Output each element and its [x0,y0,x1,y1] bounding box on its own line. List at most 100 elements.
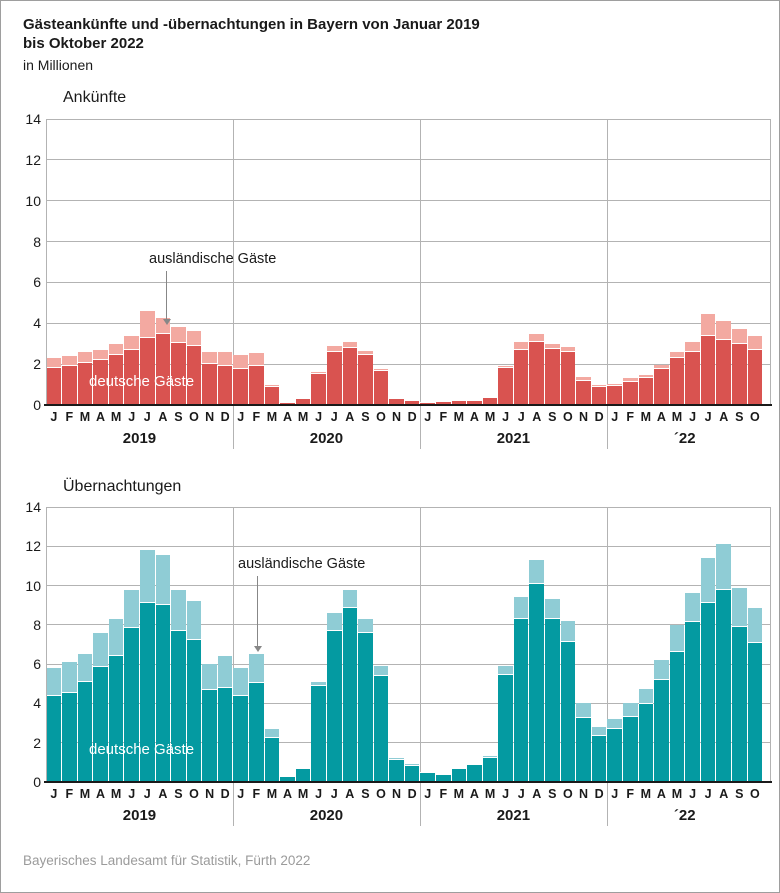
stacked-bar [389,397,404,405]
stacked-bar [233,354,249,405]
bar-segment-foreign [124,589,139,628]
bar-segment-foreign [545,343,560,349]
annotation-arrow-head-icon [254,646,262,652]
foreign-guests-annotation: ausländische Gäste [238,556,366,572]
bar-segment-domestic [326,351,342,405]
bar-segment-domestic [560,641,576,782]
stacked-bar [607,383,622,405]
bar-segment-domestic [451,769,467,782]
bar-segment-domestic [93,360,108,405]
bar-segment-domestic [436,402,451,405]
y-axis-tick-label: 6 [33,274,41,291]
stacked-bar [311,681,326,782]
month-label: J [50,410,58,424]
stacked-bar [124,589,139,782]
month-label: S [735,787,744,801]
stacked-bar [638,375,654,405]
bar-segment-domestic [93,667,108,782]
month-label: M [110,410,122,424]
month-label: A [345,410,355,424]
stacked-bar [482,756,498,782]
bar-segment-foreign [591,384,607,387]
bar-segment-domestic [654,369,669,405]
stacked-bar [436,401,451,405]
bar-segment-foreign [202,351,217,365]
bar-segment-foreign [669,624,685,653]
month-label: M [640,787,652,801]
month-label: A [158,410,168,424]
bar-segment-foreign [732,329,747,344]
stacked-bar [342,341,358,405]
gridline [46,585,771,587]
gridline [46,702,771,704]
bar-segment-domestic [155,605,171,782]
stacked-bar [217,656,233,782]
stacked-bar [62,355,77,405]
bar-segment-foreign [529,333,545,342]
year-divider-line [232,507,234,826]
month-label: J [128,410,136,424]
month-label: A [719,410,729,424]
stacked-bar [342,589,358,782]
stacked-bar [171,327,186,405]
y-axis-tick-label: 2 [33,734,41,751]
bar-segment-domestic [732,626,747,782]
bar-segment-domestic [358,632,373,782]
bar-segment-foreign [607,719,622,729]
bar-segment-domestic [498,368,513,405]
bar-segment-foreign [295,398,311,400]
month-label: M [110,787,122,801]
bar-segment-domestic [747,642,763,782]
bar-segment-foreign [295,768,311,770]
gridline [46,545,771,547]
chart-ankuenfte: 0 2 4 6 8 10 12 14 J F M A M J J A S O N D J F M A M J J A S O N D J F M A M… [1,111,779,449]
bar-segment-domestic [264,386,280,405]
bar-segment-foreign [529,560,545,584]
stacked-bar [436,773,451,782]
bar-segment-foreign [591,727,607,736]
stacked-bar [389,758,404,782]
stacked-bar [700,314,716,405]
bar-segment-foreign [311,372,326,375]
y-axis-tick-label: 10 [25,192,41,209]
month-label: J [143,787,151,801]
stacked-bar [529,560,545,782]
y-axis-tick-label: 0 [33,774,41,790]
stacked-bar [326,345,342,405]
gridline [46,663,771,665]
stacked-bar [280,401,295,405]
bar-segment-domestic [716,339,732,405]
gridline [46,624,771,626]
month-label: M [297,410,309,424]
stacked-bar [685,593,700,782]
bar-segment-domestic [669,652,685,782]
stacked-bar [576,377,591,405]
bar-segment-foreign [358,618,373,633]
bar-segment-domestic [124,627,139,782]
bar-segment-domestic [389,398,404,405]
year-label: ´22 [673,807,696,824]
month-label: A [158,787,168,801]
y-axis-tick-label: 8 [33,616,41,633]
bar-segment-domestic [186,345,202,405]
bar-segment-foreign [389,397,404,399]
bar-segment-domestic [295,769,311,782]
month-label: J [424,787,432,801]
stacked-bar [249,352,264,405]
year-divider-line [606,119,608,449]
plot-right-border [770,507,771,782]
stacked-bar [560,346,576,405]
bar-segment-foreign [62,355,77,367]
bar-segment-domestic [529,341,545,405]
month-label: J [237,410,245,424]
year-label: 2019 [122,807,157,824]
bar-segment-domestic [451,400,467,405]
stacked-bar [124,335,139,405]
bar-segment-domestic [77,363,93,405]
month-label: A [719,787,729,801]
bar-segment-domestic [638,704,654,782]
stacked-bar [669,624,685,782]
stacked-bar [482,396,498,405]
month-label: J [424,410,432,424]
bar-segment-domestic [420,402,435,405]
